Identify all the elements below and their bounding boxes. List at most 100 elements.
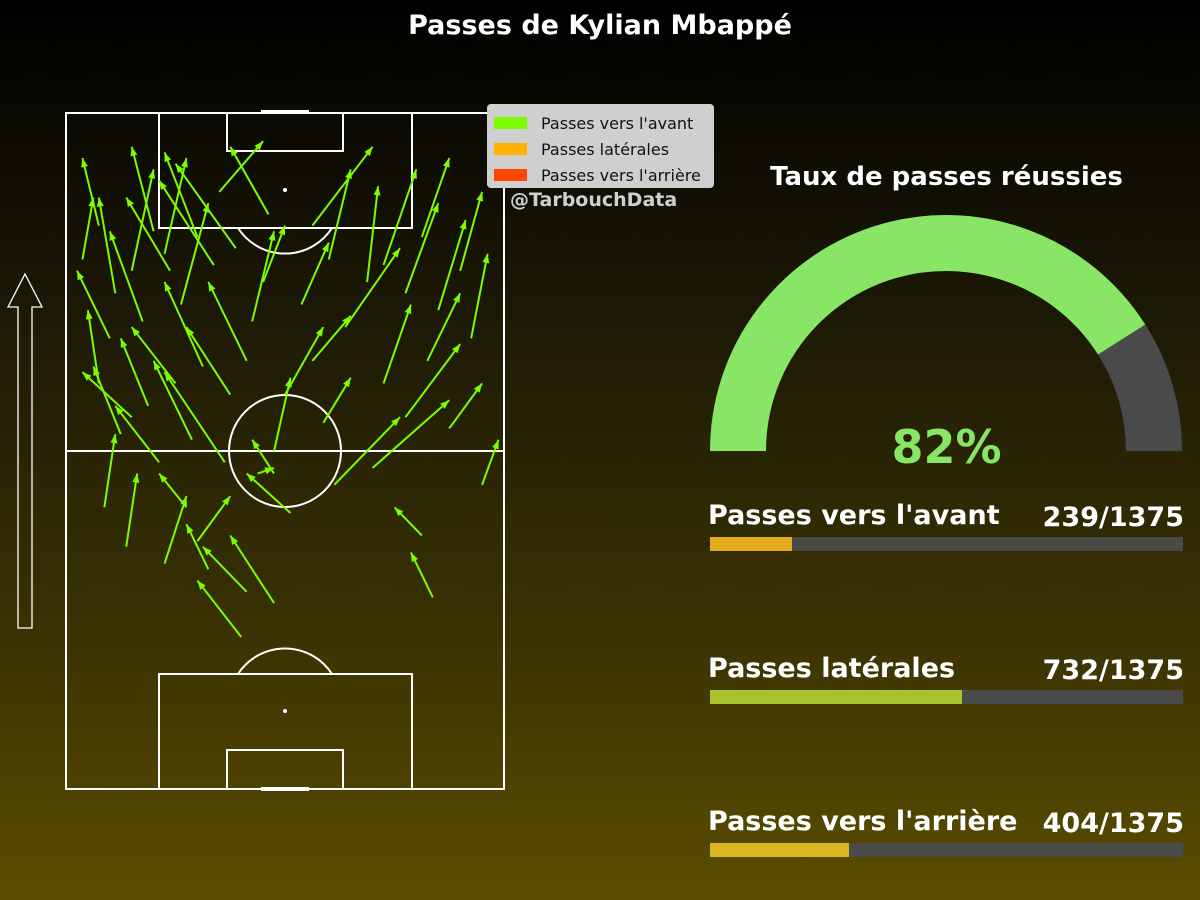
pass-arrow-26 [152,360,193,441]
pass-line [163,371,226,463]
pass-line [459,191,484,272]
pass-arrowhead [159,180,167,191]
pass-line [76,270,111,339]
pass-line [448,382,483,430]
pass-arrowhead [148,169,156,179]
pass-arrowhead [482,253,490,264]
pass-arrow-28 [158,180,215,266]
pass-line [125,473,139,547]
pass-arrowhead [391,248,400,258]
bar-lateral: Passes latérales 732/1375 [708,653,1184,713]
pass-arrowhead [252,439,260,450]
pass-arrowhead [285,377,292,388]
pass-arrow-41 [322,377,352,424]
pass-line [470,253,489,339]
pass-arrowhead [93,366,100,377]
pass-arrow-50 [158,472,188,508]
pass-arrowhead [453,293,461,303]
bar-forward-value: 239/1375 [1042,502,1184,533]
pass-line [207,281,248,362]
pass-line [426,292,462,362]
bar-backward-label: Passes vers l'arrière [708,806,1018,837]
pass-arrowhead [459,220,467,230]
pass-arrow-16 [470,253,490,339]
bar-lateral-track [710,690,1183,704]
pass-line [327,169,352,260]
pass-arrow-62 [76,270,111,339]
pass-line [251,231,276,322]
pass-arrow-46 [196,495,232,542]
gauge-title: Taux de passes réussies [770,162,1123,192]
pass-arrowhead [197,580,206,590]
pass-arrowhead [246,473,256,483]
pass-arrowhead [186,524,194,534]
pass-arrowhead [442,158,450,168]
pass-arrowhead [81,158,88,168]
bar-backward-value: 404/1375 [1042,808,1184,839]
bar-forward: Passes vers l'avant 239/1375 [708,500,1184,560]
pass-line [229,146,270,215]
success-gauge [710,215,1182,452]
pass-line [185,326,232,396]
bar-forward-label: Passes vers l'avant [708,500,1000,531]
direction-arrow-shape [6,272,44,629]
pass-arrow-36 [81,157,100,226]
pass-arrowhead [345,169,352,179]
penalty-arc-top [237,227,333,255]
pass-line [196,495,232,542]
pass-arrowhead [342,315,351,325]
pass-line [81,197,95,260]
pass-line [130,326,177,385]
pass-arrow-8 [344,247,401,328]
penalty-box-bottom [158,673,413,790]
penalty-box-top [158,112,413,229]
pass-line [119,337,150,407]
pass-arrowhead [82,372,92,381]
pass-arrow-49 [229,534,275,604]
pass-arrow-64 [130,146,155,232]
pass-line [229,534,275,604]
pass-arrow-60 [81,371,133,418]
pitch-map [6,112,500,790]
pass-arrow-38 [333,416,401,486]
pass-arrowhead [492,439,499,450]
pass-arrow-25 [92,366,122,435]
pass-arrowhead [476,191,484,202]
six-yard-box-bottom [226,749,344,790]
pass-arrow-47 [163,495,188,564]
gauge-rest-arc [1097,324,1182,452]
penalty-spot-bottom [283,709,287,713]
pass-arrow-22 [163,281,204,367]
pass-line [246,472,292,514]
pass-arrow-61 [130,326,177,385]
pass-arrow-23 [119,337,150,407]
pass-arrow-54 [410,551,434,598]
pass-line [202,546,248,593]
pass-arrowhead [391,417,400,427]
pass-arrow-51 [196,579,242,638]
pass-arrow-40 [448,382,483,430]
pass-arrowhead [264,467,275,475]
pass-arrow-43 [311,315,352,362]
pass-arrowhead [175,163,184,174]
pass-arrowhead [343,377,351,388]
pass-line [300,242,330,305]
pass-line [333,416,401,486]
bar-lateral-label: Passes latérales [708,653,956,684]
direction-arrow [6,272,44,629]
watermark: @TarbouchData [510,189,678,211]
pass-arrow-19 [284,326,325,396]
pass-arrow-30 [174,163,237,249]
legend-item-forward: Passes vers l'avant [494,110,714,136]
pass-arrow-56 [246,472,292,514]
pass-arrow-32 [163,371,226,463]
pass-line [437,219,467,311]
six-yard-box-top [226,112,344,152]
pass-line [81,157,100,226]
pass-arrow-53 [393,506,423,537]
pass-arrow-34 [163,152,199,238]
pass-line [311,146,374,227]
pass-arrow-7 [251,231,276,322]
pass-arrowhead [132,473,140,483]
chart-title: Passes de Kylian Mbappé [408,10,792,41]
